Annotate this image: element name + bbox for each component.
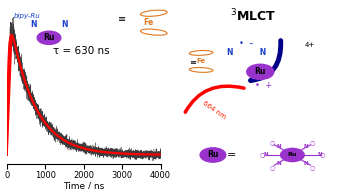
Text: Fe: Fe [196, 58, 206, 64]
Text: ○: ○ [269, 165, 275, 170]
Text: 4+: 4+ [304, 42, 314, 48]
Text: •  +: • + [255, 81, 272, 90]
Text: ≡: ≡ [118, 14, 126, 24]
Text: •  –: • – [240, 39, 254, 48]
Text: N: N [276, 144, 281, 149]
Text: N: N [30, 20, 37, 29]
Text: ○: ○ [320, 153, 325, 157]
Text: ○: ○ [310, 140, 315, 145]
Text: ≡: ≡ [189, 58, 196, 67]
Text: N: N [304, 161, 308, 166]
Text: N: N [317, 153, 322, 157]
Text: N: N [263, 153, 268, 157]
Text: ○: ○ [269, 140, 275, 145]
Text: $^3$MLCT: $^3$MLCT [230, 8, 276, 24]
Text: ○: ○ [259, 153, 265, 157]
Text: N          N: N N [227, 48, 266, 57]
Text: bipy-Ru: bipy-Ru [14, 13, 40, 19]
Text: Fe: Fe [144, 18, 154, 27]
X-axis label: Time / ns: Time / ns [63, 181, 104, 189]
Text: τ = 630 ns: τ = 630 ns [53, 46, 110, 56]
Text: Ru: Ru [288, 153, 297, 157]
Text: =: = [227, 150, 236, 160]
Text: Ru: Ru [207, 150, 219, 160]
Text: N: N [276, 161, 281, 166]
Text: Ru: Ru [43, 33, 55, 42]
Text: N: N [61, 20, 68, 29]
Text: Ru: Ru [255, 67, 266, 76]
Text: N: N [304, 144, 308, 149]
Text: 664 nm: 664 nm [202, 99, 227, 120]
Text: ○: ○ [310, 165, 315, 170]
